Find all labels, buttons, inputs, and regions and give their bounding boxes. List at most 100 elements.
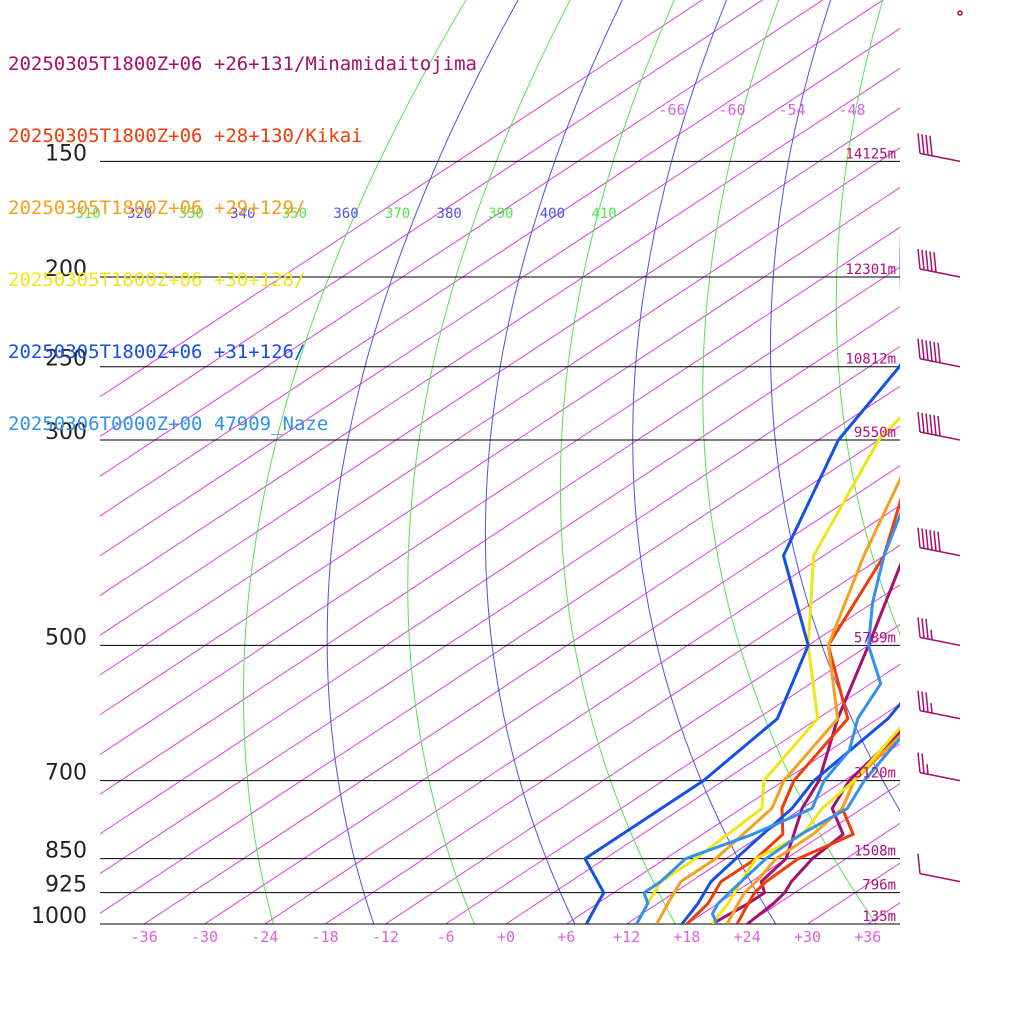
upper-isotherm-label: -48 <box>838 101 865 119</box>
pressure-label: 925 <box>45 873 87 898</box>
isotherm-line <box>100 27 900 557</box>
wind-barb-layer <box>917 10 963 883</box>
isotherm-line <box>100 0 824 477</box>
dry-adiabat-line <box>243 0 467 924</box>
theta-label: 410 <box>591 206 616 222</box>
pressure-label: 700 <box>45 761 87 786</box>
series-2-dewpoint-line <box>685 497 900 924</box>
isotherm-line <box>100 0 884 517</box>
isotherm-line <box>100 0 764 438</box>
pressure-label: 300 <box>45 420 87 445</box>
x-tick-label: -18 <box>312 928 339 946</box>
legend-entry-minamidaitojima: 20250305T1800Z+06 +26+131/Minamidaitojim… <box>8 53 477 75</box>
wind-barb <box>917 338 961 368</box>
x-tick-label: +36 <box>854 928 881 946</box>
theta-label: 400 <box>540 206 565 222</box>
x-tick-label: +24 <box>734 928 761 946</box>
isotherm-line <box>100 266 900 795</box>
isotherm-line <box>807 862 900 924</box>
theta-label: 350 <box>282 206 307 222</box>
isotherm-line <box>100 226 900 756</box>
pressure-label: 150 <box>45 141 87 166</box>
series-3-temperature-line <box>725 734 900 924</box>
theta-label: 320 <box>127 206 152 222</box>
wind-barb <box>917 133 961 163</box>
height-label: 1508m <box>854 844 896 860</box>
height-label: 12301m <box>845 262 896 278</box>
wind-barb <box>917 752 961 782</box>
series-4-dewpoint-line <box>635 415 900 924</box>
height-label: 135m <box>862 909 896 925</box>
series-layer <box>583 362 900 924</box>
height-label: 10812m <box>845 352 896 368</box>
height-label: 5789m <box>854 630 896 646</box>
isotherm-line <box>867 902 900 924</box>
isotherm-line <box>385 584 900 924</box>
dry-adiabat-line <box>702 0 877 924</box>
isotherm-line <box>100 186 900 716</box>
isotherm-line <box>204 465 900 924</box>
series-2-temperature-line <box>735 734 900 924</box>
series-3-dewpoint-line <box>655 476 900 924</box>
legend-entry-naze: 20250306T0000Z+00 47909_Naze <box>8 413 329 435</box>
isotherm-line <box>100 147 900 676</box>
height-label: 9550m <box>854 425 896 441</box>
isotherm-line <box>988 0 1024 924</box>
x-tick-label: +0 <box>497 928 515 946</box>
isotherm-line <box>100 385 900 914</box>
dry-adiabat-line <box>484 0 623 924</box>
isotherm-line <box>928 0 1024 924</box>
legend-entry-31-126: 20250305T1800Z+06 +31+126/ <box>8 341 306 363</box>
height-label: 796m <box>862 878 896 894</box>
dry-adiabat-line <box>769 0 900 812</box>
wind-barb <box>917 853 961 883</box>
theta-label: 310 <box>75 206 100 222</box>
isotherm-line <box>566 703 900 924</box>
isotherm-line <box>100 306 900 835</box>
isotherm-line <box>100 345 900 875</box>
wind-barb <box>917 690 961 720</box>
wind-barb <box>917 527 961 557</box>
legend: 20250305T1800Z+06 +26+131/Minamidaitojim… <box>8 4 477 460</box>
upper-isotherm-label: -54 <box>778 101 805 119</box>
calm-wind-marker <box>957 10 963 16</box>
label-layer: 10016527m15014125m20012301m25010812m3009… <box>31 0 896 946</box>
theta-label: 380 <box>437 206 462 222</box>
series-5-temperature-line <box>680 701 900 924</box>
isotherm-line <box>626 743 900 924</box>
pressure-label: 250 <box>45 347 87 372</box>
upper-isotherm-label: -60 <box>718 101 745 119</box>
x-tick-label: +12 <box>613 928 640 946</box>
isotherm-line <box>100 67 900 597</box>
series-1-temperature-line <box>746 729 900 924</box>
legend-entry-29-129: 20250305T1800Z+06 +29+129/ <box>8 197 306 219</box>
isotherm-line <box>100 0 703 398</box>
dry-adiabat-line <box>559 0 676 924</box>
x-tick-label: +6 <box>557 928 575 946</box>
isotherm-line <box>264 504 900 924</box>
pressure-label: 200 <box>45 257 87 282</box>
isotherm-line <box>143 425 900 924</box>
x-tick-label: -12 <box>372 928 399 946</box>
isotherm-line <box>100 107 900 636</box>
wind-barb <box>917 411 961 441</box>
isotherm-line <box>505 663 900 924</box>
series-1-dewpoint-line <box>711 561 900 924</box>
x-tick-label: -30 <box>191 928 218 946</box>
dry-adiabat-line <box>962 0 1024 944</box>
theta-label: 390 <box>488 206 513 222</box>
series-6-dewpoint-line <box>635 511 900 924</box>
wind-barb <box>917 248 961 278</box>
dry-adiabat-line <box>835 0 900 637</box>
series-6-temperature-line <box>710 736 900 924</box>
pressure-label: 850 <box>45 839 87 864</box>
isobar-layer <box>100 160 900 925</box>
theta-label: 370 <box>385 206 410 222</box>
isotherm-line <box>445 624 900 924</box>
height-label: 14125m <box>845 146 896 162</box>
x-tick-label: +18 <box>673 928 700 946</box>
theta-label: 330 <box>179 206 204 222</box>
dry-adiabat-line <box>407 0 571 924</box>
x-tick-label: -24 <box>251 928 278 946</box>
